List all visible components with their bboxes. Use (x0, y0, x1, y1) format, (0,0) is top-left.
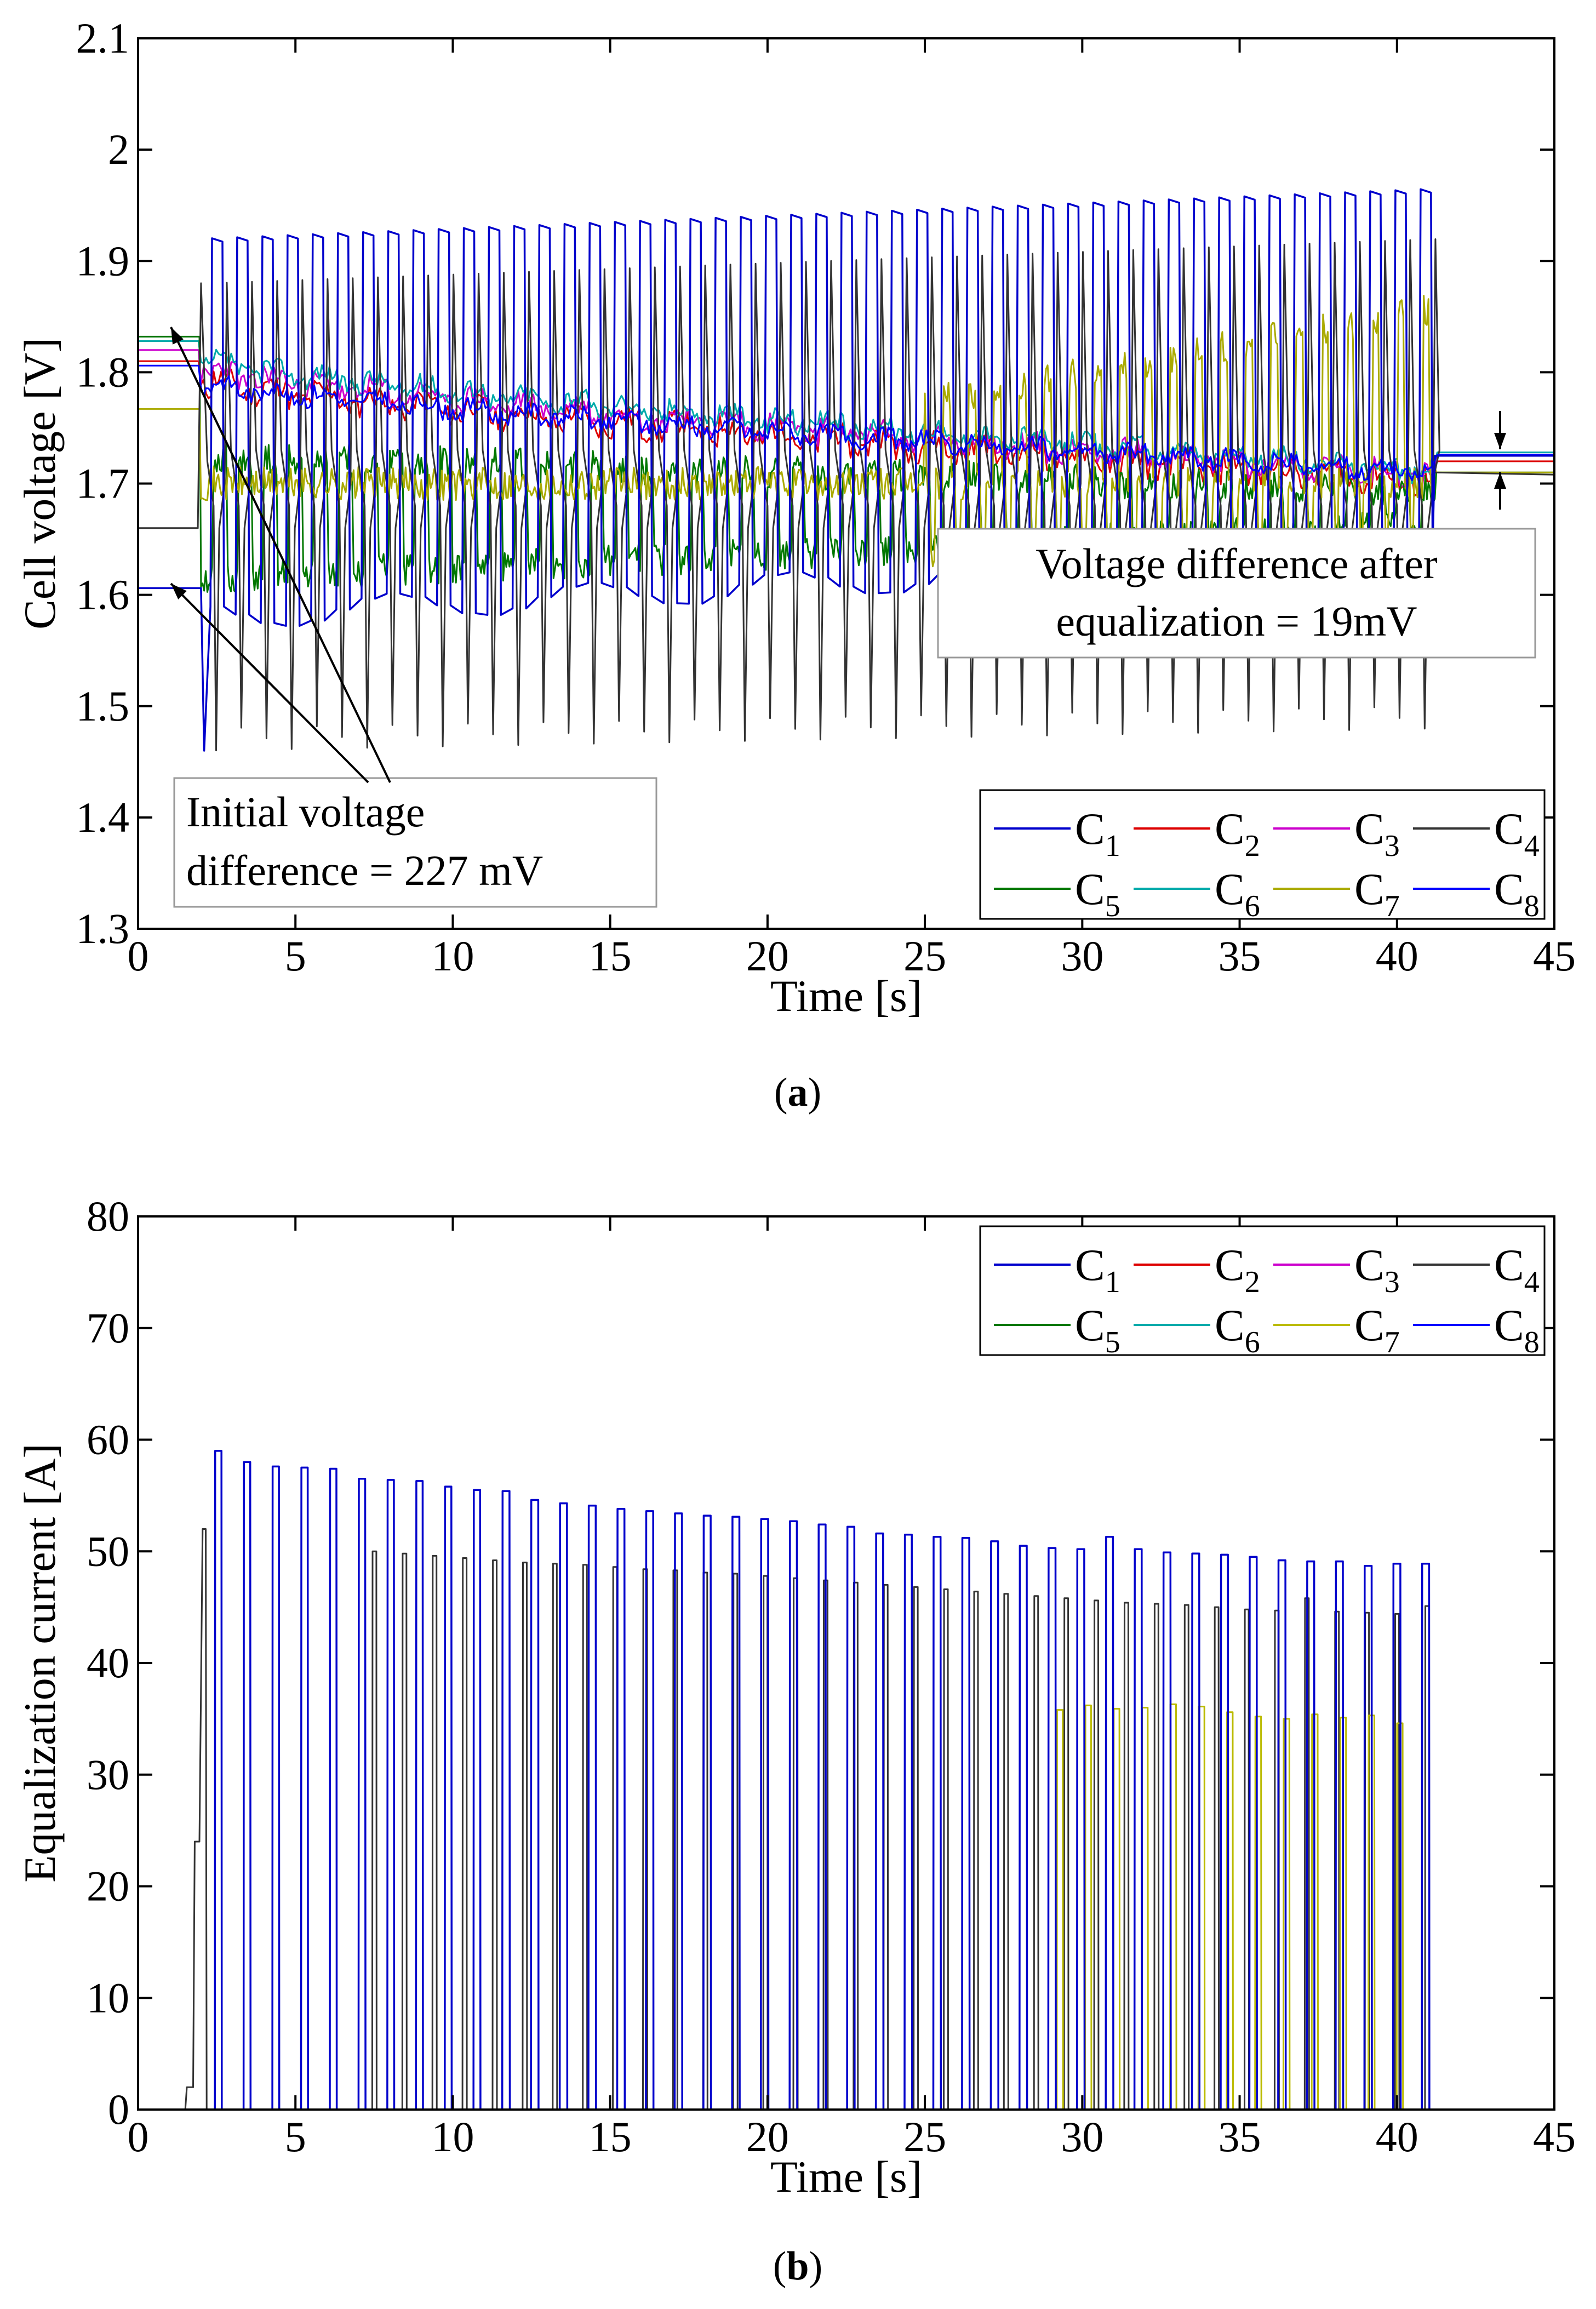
panel-b-series (138, 1450, 1554, 2111)
panel-b-ticks: 0 5 10 15 20 25 30 35 40 45 0 10 20 30 40 50 60 70 80 (87, 1192, 1576, 2161)
legend-box (979, 1225, 1546, 1356)
y-tick-label: 60 (87, 1416, 129, 1464)
series-line-c4 (138, 238, 1555, 752)
legend-label-c6: C6 (1215, 1300, 1260, 1359)
arrow-to-top-cell-head (171, 327, 184, 345)
x-tick-label: 0 (128, 932, 149, 980)
y-tick-label: 0 (108, 2085, 129, 2133)
y-tick-label: 20 (87, 1862, 129, 1910)
x-tick-label: 25 (903, 2113, 946, 2161)
x-tick-label: 10 (431, 2113, 474, 2161)
x-tick-label: 40 (1376, 932, 1418, 980)
arrow-to-bottom-cell (170, 582, 369, 784)
y-tick-label: 2 (108, 125, 129, 173)
panel-b-x-axis-label: Time [s] (770, 2152, 922, 2202)
panel-a-caption: (a) (774, 1070, 821, 1115)
legend-label-c2: C2 (1215, 804, 1260, 863)
x-tick-label: 15 (589, 2113, 632, 2161)
legend-label-c7: C7 (1354, 1300, 1400, 1359)
x-tick-label: 0 (128, 2113, 149, 2161)
y-tick-label: 1.7 (76, 460, 130, 507)
arrow-to-top-cell (170, 327, 391, 783)
panel-b: 0 5 10 15 20 25 30 35 40 45 0 10 20 30 40 50 60 70 80 Time… (15, 1192, 1576, 2289)
panel-a-y-axis-label: Cell voltage [V] (15, 338, 65, 630)
legend-label-c5: C5 (1075, 864, 1120, 923)
legend-label-c7: C7 (1354, 864, 1400, 923)
legend-label-c2: C2 (1215, 1240, 1260, 1299)
panel-a-annotations: Initial voltage difference = 227 mV Volt… (170, 327, 1536, 908)
initial-voltage-annotation-box (173, 777, 657, 908)
y-tick-label: 50 (87, 1527, 129, 1575)
annotation-arrows (170, 327, 1506, 784)
x-tick-label: 45 (1533, 932, 1576, 980)
arrow-final-top-head (1494, 433, 1506, 449)
x-tick-label: 10 (431, 932, 474, 980)
panel-b-caption-letter: b (786, 2244, 809, 2289)
legend-label-c3: C3 (1354, 1240, 1400, 1299)
arrow-final-bottom-head (1494, 472, 1506, 489)
y-tick-label: 10 (87, 1974, 129, 2021)
x-tick-label: 35 (1219, 932, 1261, 980)
panel-a: 0 5 10 15 20 25 30 35 40 45 1.3 1.4 1.5 1.6 1.7 1.8 1.9 2… (15, 14, 1576, 1115)
legend-label-c1: C1 (1075, 1240, 1120, 1299)
arrow-to-bottom-cell-head (171, 584, 187, 600)
legend-label-c6: C6 (1215, 864, 1260, 923)
y-tick-label: 1.4 (76, 793, 130, 841)
legend-label-c4: C4 (1494, 804, 1540, 863)
initial-voltage-annotation-line2: difference = 227 mV (186, 847, 543, 894)
x-tick-label: 5 (285, 2113, 306, 2161)
x-tick-label: 15 (589, 932, 632, 980)
y-tick-label: 80 (87, 1192, 129, 1240)
legend-label-c4: C4 (1494, 1240, 1540, 1299)
x-tick-label: 25 (903, 932, 946, 980)
initial-voltage-annotation-line1: Initial voltage (186, 788, 425, 836)
x-tick-label: 5 (285, 932, 306, 980)
x-tick-label: 20 (746, 932, 789, 980)
panel-a-caption-letter: a (788, 1070, 808, 1115)
x-tick-label: 40 (1376, 2113, 1418, 2161)
final-voltage-annotation-line2: equalization = 19mV (1056, 597, 1417, 645)
y-tick-label: 2.1 (76, 14, 130, 62)
panel-a-legend: C1 C2 C3 C4 C5 C6 C7 C8 (979, 789, 1546, 923)
legend-box (979, 789, 1546, 920)
final-voltage-annotation-box (937, 528, 1536, 659)
panel-b-legend: C1 C2 C3 C4 C5 C6 C7 C8 (979, 1225, 1546, 1359)
y-tick-label: 1.5 (76, 682, 130, 730)
panel-b-caption: (b) (773, 2244, 822, 2289)
y-tick-label: 1.8 (76, 348, 130, 396)
y-tick-label: 40 (87, 1639, 129, 1687)
final-voltage-annotation-line1: Voltage difference after (1036, 540, 1437, 587)
y-tick-label: 70 (87, 1304, 129, 1352)
legend-label-c3: C3 (1354, 804, 1400, 863)
legend-label-c8: C8 (1494, 1300, 1540, 1359)
legend-label-c5: C5 (1075, 1300, 1120, 1359)
panel-a-ticks: 0 5 10 15 20 25 30 35 40 45 1.3 1.4 1.5 1.6 1.7 1.8 1.9 2… (76, 14, 1576, 980)
legend-label-c1: C1 (1075, 804, 1120, 863)
y-tick-label: 30 (87, 1751, 129, 1798)
series-line-c1 (138, 1450, 1554, 2111)
x-tick-label: 35 (1219, 2113, 1261, 2161)
y-tick-label: 1.3 (76, 905, 130, 952)
x-tick-label: 45 (1533, 2113, 1576, 2161)
legend-label-c8: C8 (1494, 864, 1540, 923)
x-tick-label: 30 (1061, 2113, 1103, 2161)
panel-b-y-axis-label: Equalization current [A] (15, 1443, 65, 1882)
y-tick-label: 1.9 (76, 237, 130, 284)
y-tick-label: 1.6 (76, 571, 130, 619)
panel-a-series (138, 188, 1555, 752)
x-tick-label: 20 (746, 2113, 789, 2161)
panel-a-x-axis-label: Time [s] (770, 971, 922, 1021)
x-tick-label: 30 (1061, 932, 1103, 980)
